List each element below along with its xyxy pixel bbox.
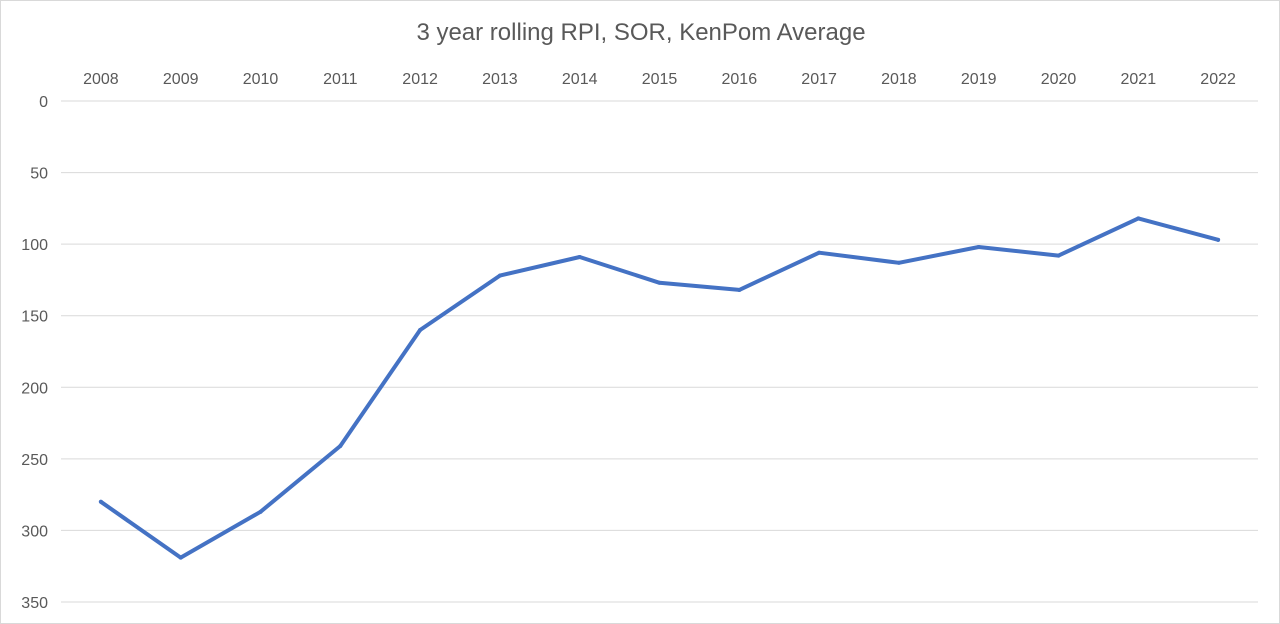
x-tick-label: 2016 [722, 71, 758, 88]
data-point [657, 280, 662, 285]
x-tick-label: 2011 [323, 71, 358, 88]
x-tick-label: 2019 [961, 71, 997, 88]
data-point [418, 328, 423, 333]
data-point [817, 250, 822, 255]
x-tick-label: 2009 [163, 71, 199, 88]
x-tick-label: 2022 [1200, 71, 1236, 88]
x-tick-label: 2010 [243, 71, 279, 88]
y-tick-label: 200 [21, 380, 48, 397]
chart-title: 3 year rolling RPI, SOR, KenPom Average [416, 19, 866, 46]
x-tick-label: 2021 [1121, 71, 1157, 88]
series-layer [98, 216, 1221, 560]
data-point [338, 443, 343, 448]
y-tick-label: 350 [21, 595, 48, 612]
data-point [258, 509, 263, 514]
data-point [577, 255, 582, 260]
y-tick-label: 0 [39, 94, 48, 111]
data-point [178, 555, 183, 560]
data-point [976, 245, 981, 250]
x-tick-label: 2020 [1041, 71, 1077, 88]
x-tick-label: 2017 [801, 71, 837, 88]
y-tick-label: 50 [30, 166, 48, 183]
data-point [1216, 237, 1221, 242]
x-tick-label: 2012 [402, 71, 438, 88]
data-point [1136, 216, 1141, 221]
y-tick-label: 100 [21, 237, 48, 254]
data-point [1056, 253, 1061, 258]
data-point [737, 287, 742, 292]
x-tick-label: 2014 [562, 71, 598, 88]
data-point [497, 273, 502, 278]
y-tick-label: 150 [21, 309, 48, 326]
y-tick-label: 300 [21, 523, 48, 540]
x-tick-label: 2008 [83, 71, 119, 88]
x-tick-label: 2013 [482, 71, 518, 88]
data-point [896, 260, 901, 265]
x-axis-tick-labels: 2008 2009 2010 2011 2012 2013 2014 2015 2016 2017… [83, 71, 1236, 88]
x-tick-label: 2018 [881, 71, 917, 88]
series-line-0 [98, 216, 1221, 560]
gridlines [61, 100, 1258, 603]
y-axis-tick-labels: 0 50 100 150 200 250 300 350 [21, 94, 48, 612]
x-tick-label: 2015 [642, 71, 678, 88]
y-tick-label: 250 [21, 452, 48, 469]
data-point [98, 499, 103, 504]
